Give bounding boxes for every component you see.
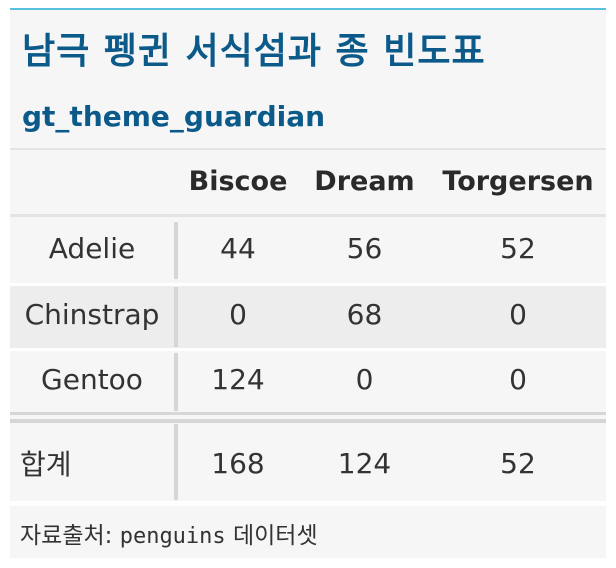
- table-cell: 52: [500, 232, 536, 265]
- total-cell: 168: [211, 447, 265, 480]
- footer-divider: [10, 501, 606, 506]
- column-header-dream: Dream: [314, 166, 415, 197]
- row-divider: [10, 283, 606, 286]
- row-divider: [10, 348, 606, 351]
- stub-divider: [174, 222, 178, 279]
- stub-divider: [174, 353, 178, 411]
- header-divider-bottom: [10, 214, 606, 217]
- row-label: Adelie: [48, 232, 136, 265]
- source-code: penguins: [119, 524, 226, 549]
- column-header-biscoe: Biscoe: [188, 166, 288, 197]
- summary-divider: [10, 419, 606, 423]
- table-title: 남극 펭귄 서식섬과 종 빈도표: [22, 31, 486, 72]
- table-cell: 68: [346, 298, 383, 331]
- source-note: 자료출처: penguins 데이터셋: [20, 516, 318, 550]
- top-accent-line: [10, 8, 606, 10]
- total-label: 합계: [20, 448, 72, 481]
- total-cell: 52: [500, 447, 536, 480]
- source-prefix: 자료출처:: [20, 523, 113, 549]
- total-row: 합계 168 124 52: [10, 423, 606, 501]
- table-cell: 0: [355, 363, 374, 396]
- total-cell: 124: [337, 447, 392, 480]
- stub-divider: [174, 287, 178, 347]
- table-row: Gentoo 124 0 0: [10, 351, 606, 411]
- table-row: Chinstrap 0 68 0: [10, 286, 606, 348]
- header-divider-top: [10, 148, 606, 150]
- table-subtitle: gt_theme_guardian: [22, 100, 326, 133]
- row-label: Chinstrap: [24, 298, 160, 331]
- stub-divider: [174, 424, 178, 500]
- column-header-torgersen: Torgersen: [442, 166, 594, 197]
- table-container: 남극 펭귄 서식섬과 종 빈도표 gt_theme_guardian Bisco…: [10, 8, 606, 558]
- table-cell: 44: [220, 232, 256, 265]
- summary-divider: [10, 412, 606, 415]
- source-suffix: 데이터셋: [232, 523, 318, 549]
- row-label: Gentoo: [41, 363, 143, 396]
- table-cell: 0: [509, 298, 527, 331]
- table-cell: 124: [211, 363, 265, 396]
- table-cell: 56: [346, 232, 383, 265]
- table-cell: 0: [509, 363, 527, 396]
- table-row: Adelie 44 56 52: [10, 218, 606, 283]
- table-cell: 0: [229, 298, 247, 331]
